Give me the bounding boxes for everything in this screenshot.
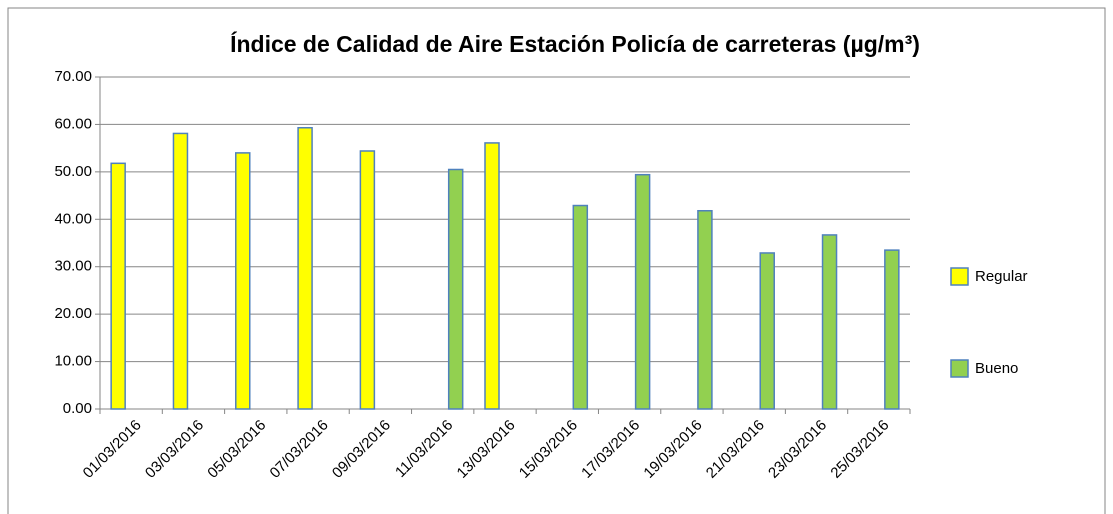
chart-title: Índice de Calidad de Aire Estación Polic… bbox=[230, 30, 920, 57]
legend-label: Regular bbox=[975, 268, 1028, 285]
y-tick-label: 10.00 bbox=[54, 353, 92, 370]
bar bbox=[697, 209, 713, 410]
chart-border bbox=[7, 7, 1106, 514]
legend-label: Bueno bbox=[975, 360, 1018, 377]
bar bbox=[572, 204, 589, 410]
legend-swatch bbox=[950, 267, 969, 286]
bar bbox=[759, 252, 775, 410]
bar bbox=[359, 150, 376, 410]
bar bbox=[235, 152, 251, 410]
bar bbox=[484, 142, 500, 410]
y-tick-label: 40.00 bbox=[54, 210, 92, 227]
bar bbox=[110, 162, 126, 410]
bar bbox=[634, 173, 651, 410]
y-tick-label: 60.00 bbox=[54, 115, 92, 132]
y-tick-label: 0.00 bbox=[63, 400, 92, 417]
legend-swatch bbox=[950, 359, 969, 378]
bar bbox=[884, 249, 900, 410]
y-tick-label: 70.00 bbox=[54, 68, 92, 85]
y-tick-label: 30.00 bbox=[54, 258, 92, 275]
bar bbox=[447, 168, 464, 410]
y-tick-label: 50.00 bbox=[54, 163, 92, 180]
bar bbox=[821, 234, 838, 410]
bar bbox=[297, 126, 313, 410]
bar bbox=[172, 132, 189, 410]
y-tick-label: 20.00 bbox=[54, 305, 92, 322]
